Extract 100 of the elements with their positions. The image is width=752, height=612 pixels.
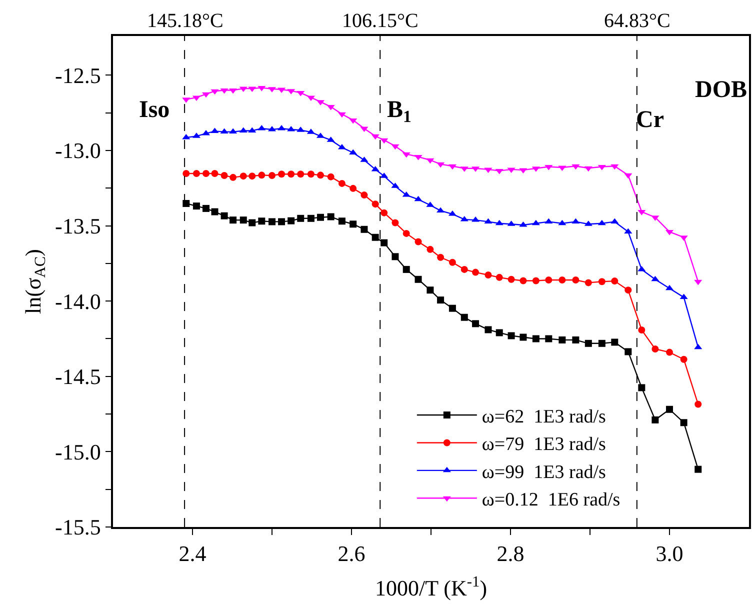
- point: [230, 174, 237, 181]
- point: [666, 348, 673, 356]
- legend-label: ω=99 1E3 rad/s: [482, 462, 606, 483]
- point: [350, 184, 357, 192]
- point: [545, 276, 552, 284]
- x-tick-label: 2.4: [178, 541, 206, 566]
- legend-label: ω=62 1E3 rad/s: [482, 406, 606, 428]
- point: [460, 266, 468, 273]
- point: [680, 356, 688, 363]
- point: [360, 192, 368, 199]
- point: [371, 134, 380, 140]
- point: [229, 88, 238, 94]
- point: [598, 220, 606, 226]
- point: [192, 202, 200, 210]
- y-tick-label: -15.5: [55, 514, 101, 540]
- point: [258, 124, 266, 130]
- point: [680, 419, 688, 426]
- point: [610, 164, 619, 170]
- point: [598, 164, 606, 170]
- point: [350, 220, 357, 228]
- point: [248, 86, 256, 92]
- annotation: Iso: [139, 97, 170, 123]
- point: [651, 276, 660, 282]
- point: [248, 172, 256, 180]
- point: [572, 336, 580, 344]
- point: [558, 276, 566, 284]
- point: [414, 196, 422, 202]
- point: [220, 88, 228, 94]
- point: [268, 172, 276, 179]
- point: [448, 258, 456, 266]
- point: [182, 200, 190, 207]
- point: [402, 266, 410, 273]
- point: [472, 268, 480, 276]
- point: [349, 118, 358, 124]
- point: [268, 218, 276, 226]
- point: [297, 214, 304, 222]
- point: [544, 164, 553, 170]
- point: [380, 138, 388, 144]
- point: [288, 170, 295, 178]
- point: [437, 296, 444, 304]
- annotation: Cr: [636, 107, 664, 133]
- point: [572, 164, 580, 170]
- point: [278, 170, 286, 178]
- point: [192, 170, 200, 178]
- annotation: B$_{1}$: [387, 97, 412, 126]
- x-tick-label: 3.0: [656, 541, 684, 566]
- point: [240, 172, 247, 180]
- point: [508, 332, 515, 340]
- point: [392, 219, 399, 226]
- point: [519, 168, 528, 174]
- y-tick-label: -14.0: [55, 288, 101, 314]
- point: [371, 166, 380, 172]
- point: [338, 180, 346, 187]
- point: [240, 216, 247, 224]
- point: [545, 335, 552, 342]
- point: [402, 230, 410, 237]
- point: [598, 340, 606, 347]
- point: [694, 280, 702, 286]
- point: [495, 220, 504, 226]
- point: [182, 170, 190, 178]
- point: [666, 406, 673, 413]
- point: [436, 162, 445, 168]
- point: [338, 218, 346, 225]
- point: [391, 144, 400, 150]
- point: [532, 335, 540, 342]
- point: [558, 336, 566, 344]
- point: [584, 166, 592, 172]
- point: [598, 278, 606, 286]
- point: [496, 274, 503, 281]
- point: [327, 213, 334, 220]
- point: [220, 212, 228, 220]
- point: [508, 276, 515, 283]
- point: [694, 344, 702, 350]
- point: [638, 266, 646, 272]
- annotation: DOB: [695, 77, 748, 103]
- point: [448, 304, 456, 312]
- point: [624, 173, 632, 179]
- point: [558, 220, 566, 226]
- point: [317, 214, 324, 221]
- point: [220, 172, 228, 179]
- point: [460, 314, 468, 321]
- point: [437, 254, 444, 261]
- point: [611, 338, 618, 346]
- y-tick-label: -12.5: [55, 62, 101, 88]
- point: [652, 345, 659, 352]
- point: [380, 209, 388, 216]
- point: [448, 164, 456, 170]
- point: [520, 277, 527, 284]
- point: [414, 238, 422, 246]
- y-tick-label: -15.0: [55, 439, 101, 464]
- point: [572, 276, 580, 284]
- ref-line-label: 145.18°C: [147, 10, 224, 32]
- ref-line-label: 64.83°C: [604, 10, 670, 32]
- point: [624, 286, 632, 294]
- ref-line-label: 106.15°C: [342, 10, 418, 32]
- point: [372, 200, 379, 208]
- point: [484, 326, 492, 334]
- point: [532, 220, 540, 226]
- point: [239, 86, 248, 92]
- point: [211, 170, 218, 178]
